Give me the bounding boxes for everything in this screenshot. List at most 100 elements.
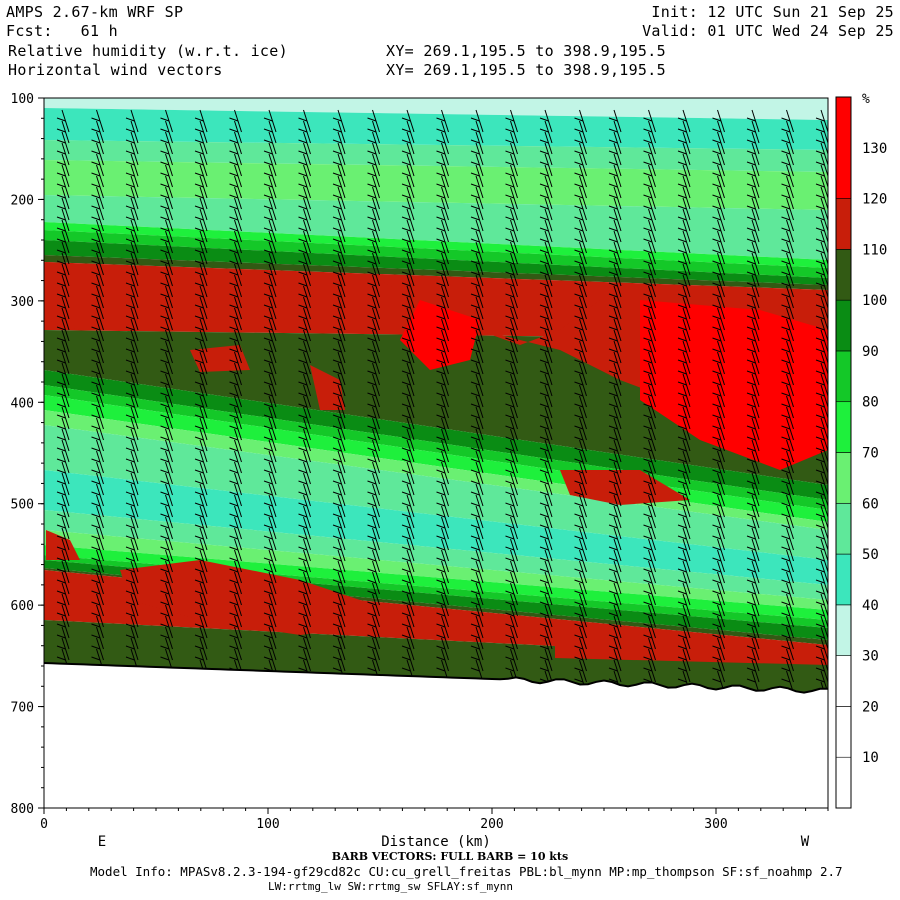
wind-barb-flag (263, 205, 273, 210)
wind-barb-flag (332, 590, 342, 595)
wind-barb-flag (332, 425, 342, 430)
wind-barb-flag (160, 535, 170, 540)
wind-barb-flag (229, 513, 239, 518)
wind-barb-flag (229, 458, 239, 463)
wind-barb-flag (436, 601, 446, 606)
wind-barb-flag (505, 359, 515, 364)
wind-barb-flag (746, 436, 756, 441)
wind-barb-flag (263, 282, 273, 287)
wind-barb-flag (194, 436, 204, 441)
wind-barb-flag (574, 513, 584, 518)
wind-barb-flag (332, 315, 342, 320)
wind-barb-flag (401, 568, 411, 573)
wind-barb-flag (677, 359, 687, 364)
wind-barb-flag (56, 546, 66, 551)
wind-barb-flag (539, 172, 549, 177)
wind-barb-flag (781, 381, 791, 386)
wind-barb-flag (367, 524, 377, 529)
wind-barb-flag (746, 172, 756, 177)
wind-barb-flag (643, 370, 653, 375)
wind-barb-flag (539, 117, 549, 122)
wind-barb-flag (608, 656, 618, 661)
wind-barb-flag (815, 513, 825, 518)
wind-barb-flag (229, 348, 239, 353)
wind-barb-flag (539, 348, 549, 353)
wind-barb-flag (815, 337, 825, 342)
wind-barb-flag (574, 579, 584, 584)
wind-barb-flag (160, 513, 170, 518)
colorbar-label: 30 (862, 649, 879, 665)
wind-barb-flag (298, 403, 308, 408)
wind-barb-flag (298, 139, 308, 144)
wind-barb-flag (194, 293, 204, 298)
wind-barb-flag (160, 612, 170, 617)
wind-barb-flag (574, 568, 584, 573)
wind-barb-flag (401, 458, 411, 463)
wind-barb-flag (125, 128, 135, 133)
wind-barb-flag (263, 139, 273, 144)
wind-barb-flag (677, 128, 687, 133)
colorbar-bin (835, 756, 852, 809)
wind-barb-flag (470, 227, 480, 232)
wind-barb-flag (815, 139, 825, 144)
wind-barb-flag (160, 579, 170, 584)
wind-barb-flag (677, 414, 687, 419)
wind-barb-flag (815, 194, 825, 199)
wind-barb-flag (298, 557, 308, 562)
wind-barb-flag (263, 304, 273, 309)
wind-barb-flag (125, 161, 135, 166)
wind-barb-flag (91, 271, 101, 276)
wind-barb-flag (781, 216, 791, 221)
wind-barb-flag (574, 172, 584, 177)
wind-barb-flag (401, 260, 411, 265)
wind-barb-flag (367, 348, 377, 353)
wind-barb-flag (263, 260, 273, 265)
wind-barb-flag (332, 392, 342, 397)
wind-barb-flag (574, 370, 584, 375)
wind-barb-flag (436, 370, 446, 375)
wind-barb-flag (160, 623, 170, 628)
wind-barb-flag (298, 359, 308, 364)
wind-barb-flag (505, 271, 515, 276)
wind-barb-flag (160, 304, 170, 309)
wind-barb-flag (298, 392, 308, 397)
wind-barb-flag (470, 282, 480, 287)
wind-barb-flag (608, 623, 618, 628)
wind-barb-flag (401, 227, 411, 232)
wind-barb-flag (401, 150, 411, 155)
wind-barb-flag (56, 392, 66, 397)
rh-patch (46, 530, 80, 560)
wind-barb-flag (643, 436, 653, 441)
rh-layer (44, 255, 828, 290)
colorbar-bin (835, 198, 852, 250)
wind-barb-flag (56, 447, 66, 452)
wind-barb-flag (229, 326, 239, 331)
wind-barb-flag (367, 128, 377, 133)
wind-barb-flag (815, 183, 825, 188)
wind-barb-flag (125, 656, 135, 661)
wind-barb-flag (505, 381, 515, 386)
wind-barb-flag (470, 117, 480, 122)
wind-barb-flag (436, 315, 446, 320)
wind-barb-flag (712, 194, 722, 199)
wind-barb-flag (332, 557, 342, 562)
wind-barb-flag (574, 502, 584, 507)
wind-barb-flag (56, 227, 66, 232)
wind-barb-flag (608, 414, 618, 419)
wind-barb-flag (608, 425, 618, 430)
wind-barb-flag (367, 667, 377, 672)
wind-barb-flag (643, 260, 653, 265)
wind-barb-flag (263, 194, 273, 199)
wind-barb-flag (505, 326, 515, 331)
wind-barb-flag (539, 216, 549, 221)
wind-barb-flag (298, 128, 308, 133)
wind-barb-flag (401, 623, 411, 628)
wind-barb-flag (436, 414, 446, 419)
wind-barb-flag (574, 348, 584, 353)
wind-barb-flag (539, 403, 549, 408)
wind-barb-flag (367, 304, 377, 309)
wind-barb-flag (263, 612, 273, 617)
wind-barb-flag (194, 425, 204, 430)
wind-barb-flag (746, 326, 756, 331)
